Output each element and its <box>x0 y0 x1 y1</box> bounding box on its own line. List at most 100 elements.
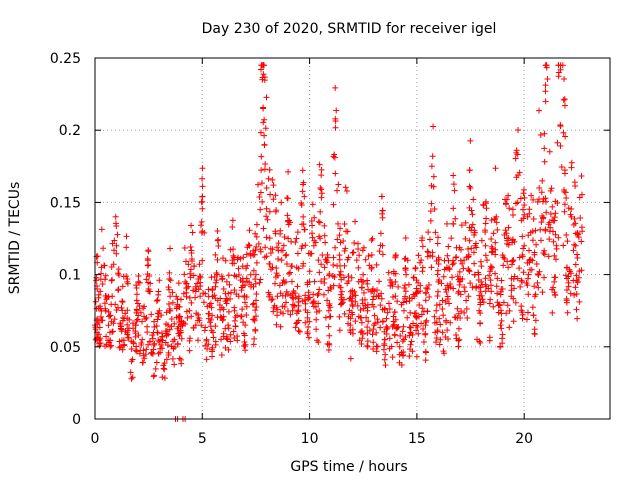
data-point <box>251 251 258 258</box>
data-point <box>282 252 289 259</box>
data-point <box>514 151 521 158</box>
data-point <box>338 300 345 307</box>
data-point <box>331 154 338 161</box>
data-point <box>438 280 445 287</box>
data-point <box>412 264 419 271</box>
data-point <box>476 338 483 345</box>
data-point <box>520 269 527 276</box>
data-point <box>208 327 215 334</box>
data-point <box>482 242 489 249</box>
data-point <box>478 263 485 270</box>
data-point <box>524 275 531 282</box>
data-point <box>430 123 437 130</box>
data-point <box>151 323 158 330</box>
data-point <box>413 322 420 329</box>
data-point <box>521 202 528 209</box>
data-point <box>257 66 264 73</box>
data-point <box>358 328 365 335</box>
data-point <box>490 230 497 237</box>
data-point <box>114 231 121 238</box>
data-point <box>212 251 219 258</box>
data-point <box>414 323 421 330</box>
data-point <box>557 143 564 150</box>
data-point <box>305 334 312 341</box>
data-point <box>436 277 443 284</box>
data-point <box>250 267 257 274</box>
data-point <box>392 253 399 260</box>
data-point <box>300 221 307 228</box>
data-point <box>519 315 526 322</box>
data-point <box>209 285 216 292</box>
data-point <box>240 254 247 261</box>
x-axis-label: GPS time / hours <box>290 459 407 475</box>
data-point <box>227 338 234 345</box>
data-point <box>154 316 161 323</box>
data-point <box>137 309 144 316</box>
data-point <box>547 187 554 194</box>
data-point <box>359 278 366 285</box>
data-point <box>455 337 462 344</box>
data-point <box>300 213 307 220</box>
data-point <box>402 334 409 341</box>
data-point <box>316 233 323 240</box>
data-point <box>251 335 258 342</box>
data-point <box>578 238 585 245</box>
data-point <box>415 330 422 337</box>
data-point <box>477 339 484 346</box>
data-point <box>415 252 422 259</box>
data-point <box>284 195 291 202</box>
data-point <box>458 246 465 253</box>
data-point <box>113 307 120 314</box>
data-point <box>497 343 504 350</box>
data-point <box>318 278 325 285</box>
data-point <box>237 313 244 320</box>
data-point <box>140 347 147 354</box>
data-point <box>252 307 259 314</box>
data-point <box>500 262 507 269</box>
data-point <box>289 290 296 297</box>
data-point <box>203 337 210 344</box>
data-point <box>506 307 513 314</box>
data-point <box>197 274 204 281</box>
data-point <box>261 166 268 173</box>
data-point <box>360 289 367 296</box>
data-point <box>202 324 209 331</box>
data-point <box>126 316 133 323</box>
y-axis-label: SRMTID / TECUs <box>7 182 23 295</box>
data-point <box>571 179 578 186</box>
data-point <box>238 284 245 291</box>
data-point <box>211 273 218 280</box>
data-point <box>103 333 110 340</box>
data-point <box>345 273 352 280</box>
data-point <box>280 277 287 284</box>
data-point <box>161 366 168 373</box>
data-point <box>331 151 338 158</box>
data-point <box>139 359 146 366</box>
data-point <box>135 278 142 285</box>
data-point <box>314 292 321 299</box>
data-point <box>295 327 302 334</box>
data-point <box>394 324 401 331</box>
data-point <box>552 210 559 217</box>
data-point <box>466 237 473 244</box>
data-point <box>226 281 233 288</box>
data-point <box>538 189 545 196</box>
data-point <box>498 325 505 332</box>
data-point <box>101 262 108 269</box>
data-point <box>199 165 206 172</box>
data-point <box>188 313 195 320</box>
data-point <box>281 233 288 240</box>
data-point <box>214 228 221 235</box>
data-point <box>324 259 331 266</box>
data-point <box>575 274 582 281</box>
data-point <box>406 353 413 360</box>
data-point <box>235 271 242 278</box>
data-point <box>502 200 509 207</box>
data-point <box>542 98 549 105</box>
data-point <box>384 309 391 316</box>
data-point <box>261 142 268 149</box>
data-point <box>493 283 500 290</box>
data-point <box>287 269 294 276</box>
data-point <box>541 158 548 165</box>
data-point <box>300 179 307 186</box>
